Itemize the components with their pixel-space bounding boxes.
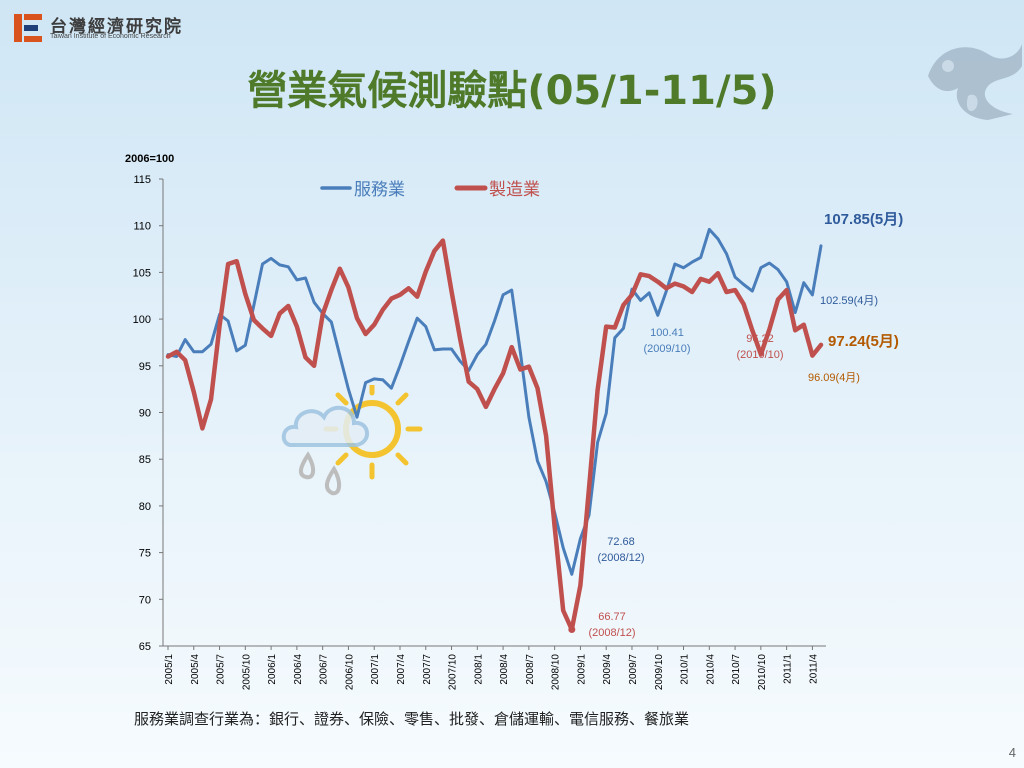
x-tick-label: 2009/7 [628, 654, 639, 685]
logo-text-en: Taiwan Institute of Economic Research [50, 33, 171, 40]
y-tick-label: 75 [139, 548, 151, 560]
annotation-label: 100.41 [650, 327, 684, 339]
x-tick-label: 2010/7 [731, 654, 742, 685]
x-tick-label: 2006/10 [344, 654, 355, 691]
x-tick-label: 2006/1 [267, 654, 278, 685]
y-tick-label: 70 [139, 594, 151, 606]
x-tick-label: 2008/1 [473, 654, 484, 685]
page-number: 4 [1008, 745, 1016, 760]
x-tick-label: 2008/10 [551, 654, 562, 691]
x-tick-label: 2006/4 [293, 654, 304, 685]
y-tick-label: 100 [133, 314, 151, 326]
annotation-sublabel: (2009/10) [643, 343, 690, 355]
footnote: 服務業調查行業為：銀行、證券、保險、零售、批發、倉儲運輸、電信服務、餐旅業 [134, 710, 690, 728]
legend-label: 製造業 [489, 180, 540, 200]
chart-legend: 服務業 製造業 [320, 180, 540, 200]
logo-icon [14, 14, 42, 42]
unit-label: 2006=100 [125, 153, 174, 165]
x-tick-label: 2009/1 [576, 654, 587, 685]
x-tick-label: 2011/1 [783, 654, 794, 684]
annotation-label: 96.09(4月) [808, 372, 860, 384]
annotation-label: 66.77 [598, 611, 626, 623]
x-tick-label: 2009/10 [654, 654, 665, 691]
slide-title: 營業氣候測驗點(05/1-11/5) [247, 68, 777, 114]
annotation-label: 97.24(5月) [828, 333, 899, 350]
line-chart: 2006=100 115 110 105 100 95 90 85 80 75 70 65 2005/… [125, 153, 903, 690]
chart-annotations: 107.85(5月) 102.59(4月) 100.41 (2009/10) 72.68… [568, 211, 903, 639]
x-tick-label: 2009/4 [602, 654, 613, 685]
chart-axes: 115 110 105 100 95 90 85 80 75 70 65 2005/1 2005/4 20… [133, 174, 826, 690]
x-tick-label: 2005/7 [216, 654, 227, 685]
annotation-label: 96.22 [746, 333, 774, 345]
y-tick-label: 115 [133, 174, 151, 186]
x-tick-label: 2008/4 [499, 654, 510, 685]
x-tick-label: 2005/4 [190, 654, 201, 685]
x-tick-label: 2010/4 [705, 654, 716, 685]
series-line-0 [166, 227, 823, 576]
y-tick-label: 90 [139, 408, 151, 420]
x-tick-label: 2005/1 [164, 654, 175, 685]
series-line-1 [165, 238, 824, 632]
y-tick-label: 65 [139, 641, 151, 653]
trough-marker [568, 625, 576, 633]
x-tick-label: 2007/4 [396, 654, 407, 685]
weather-sun-cloud-icon [281, 385, 423, 496]
annotation-sublabel: (2008/12) [597, 552, 644, 564]
annotation-label: 102.59(4月) [820, 295, 878, 307]
y-tick-label: 110 [133, 221, 151, 233]
x-tick-label: 2007/7 [422, 654, 433, 685]
x-tick-label: 2007/10 [448, 654, 459, 691]
dragon-ornament-icon [928, 44, 1022, 120]
institute-logo: 台灣經濟研究院 Taiwan Institute of Economic Res… [14, 12, 214, 46]
annotation-label: 107.85(5月) [824, 211, 903, 228]
annotation-sublabel: (2010/10) [736, 349, 783, 361]
x-tick-label: 2007/1 [370, 654, 381, 685]
x-tick-label: 2008/7 [525, 654, 536, 685]
x-tick-label: 2010/10 [757, 654, 768, 691]
x-tick-label: 2006/7 [319, 654, 330, 685]
logo-text-cn: 台灣經濟研究院 [50, 17, 183, 37]
annotation-label: 72.68 [607, 536, 635, 548]
y-tick-label: 80 [139, 501, 151, 513]
x-tick-label: 2010/1 [680, 654, 691, 685]
chart-series-lines [165, 227, 824, 632]
legend-label: 服務業 [354, 180, 405, 200]
x-tick-label: 2005/10 [241, 654, 252, 691]
y-tick-label: 95 [139, 361, 151, 373]
annotation-sublabel: (2008/12) [588, 627, 635, 639]
y-tick-label: 105 [133, 267, 151, 279]
x-tick-label: 2011/4 [808, 654, 819, 684]
y-tick-label: 85 [139, 454, 151, 466]
